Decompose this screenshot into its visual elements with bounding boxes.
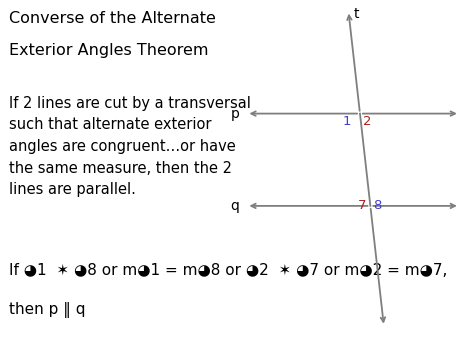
Text: 7: 7	[357, 199, 366, 212]
Text: 1: 1	[343, 115, 351, 128]
Text: 2: 2	[363, 115, 371, 128]
Text: p: p	[230, 106, 239, 121]
Text: If 2 lines are cut by a transversal
such that alternate exterior
angles are cong: If 2 lines are cut by a transversal such…	[9, 96, 251, 197]
Text: Converse of the Alternate: Converse of the Alternate	[9, 11, 216, 26]
Text: 8: 8	[373, 199, 381, 212]
Text: q: q	[230, 199, 239, 213]
Text: Exterior Angles Theorem: Exterior Angles Theorem	[9, 43, 209, 58]
Text: t: t	[353, 7, 359, 21]
Text: If ◕1  ✶ ◕8 or m◕1 = m◕8 or ◕2  ✶ ◕7 or m◕2 = m◕7,: If ◕1 ✶ ◕8 or m◕1 = m◕8 or ◕2 ✶ ◕7 or m◕…	[9, 263, 448, 278]
Text: then p ‖ q: then p ‖ q	[9, 302, 86, 318]
